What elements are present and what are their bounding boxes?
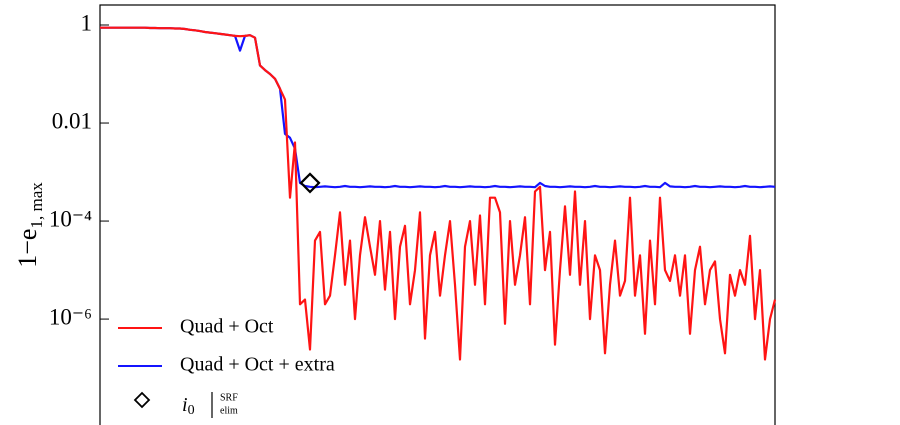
diamond-marker: [299, 172, 321, 194]
y-tick-label: 0.01: [52, 108, 92, 133]
y-tick-label: 1: [81, 10, 93, 35]
plot-frame: [99, 4, 776, 425]
y-axis-label: 1−e1, max: [13, 182, 46, 268]
legend-marker-label: i0: [182, 394, 195, 419]
legend-label: Quad + Oct: [180, 316, 274, 338]
marker-bar-bottom: elim: [220, 405, 238, 416]
marker-label-sub: 0: [188, 403, 195, 418]
legend-diamond: [133, 391, 151, 409]
marker-label: i: [182, 394, 188, 416]
data-line: [100, 26, 777, 361]
y-tick-label: 10⁻⁴: [49, 206, 92, 231]
y-label-sub: 1, max: [27, 182, 46, 229]
marker-bar-top: SRF: [220, 392, 238, 403]
y-tick-label: 10⁻⁶: [49, 304, 92, 329]
y-label-main: 1−e: [13, 229, 42, 268]
legend-label: Quad + Oct + extra: [180, 354, 335, 376]
data-line: [100, 26, 776, 189]
